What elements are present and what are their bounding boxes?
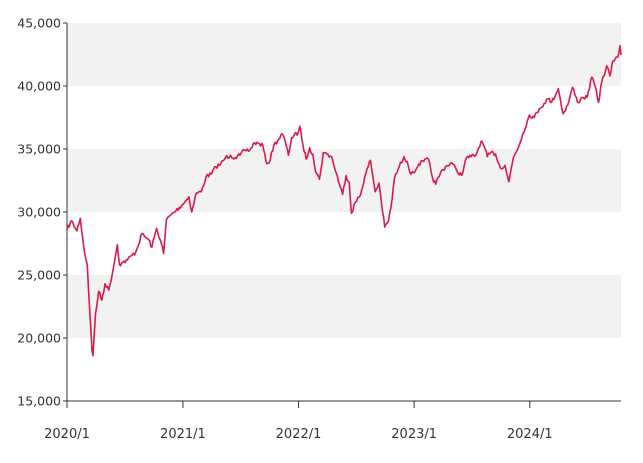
series-group [66, 44, 622, 357]
x-tick-label: 2023/1 [391, 427, 437, 442]
y-tick-label: 15,000 [17, 394, 61, 409]
y-tick-label: 45,000 [17, 16, 61, 31]
x-tick-label: 2021/1 [160, 427, 206, 442]
y-tick-label: 40,000 [17, 79, 61, 94]
series-line-0 [66, 44, 622, 357]
x-tick-label: 2020/1 [44, 427, 90, 442]
grid-band [67, 23, 621, 86]
y-tick-label: 25,000 [17, 268, 61, 283]
x-tick-label: 2024/1 [507, 427, 553, 442]
x-tick-label: 2022/1 [276, 427, 322, 442]
y-tick-label: 30,000 [17, 205, 61, 220]
grid-bands [67, 23, 621, 338]
y-axis-ticks: 15,000 20,000 25,000 30,000 35,000 40,000 45,0… [17, 16, 67, 409]
y-tick-label: 35,000 [17, 142, 61, 157]
grid-band [67, 275, 621, 338]
grid-band [67, 149, 621, 212]
y-tick-label: 20,000 [17, 331, 61, 346]
x-axis-ticks: 2020/1 2021/1 2022/1 2023/1 2024/1 [44, 401, 553, 442]
